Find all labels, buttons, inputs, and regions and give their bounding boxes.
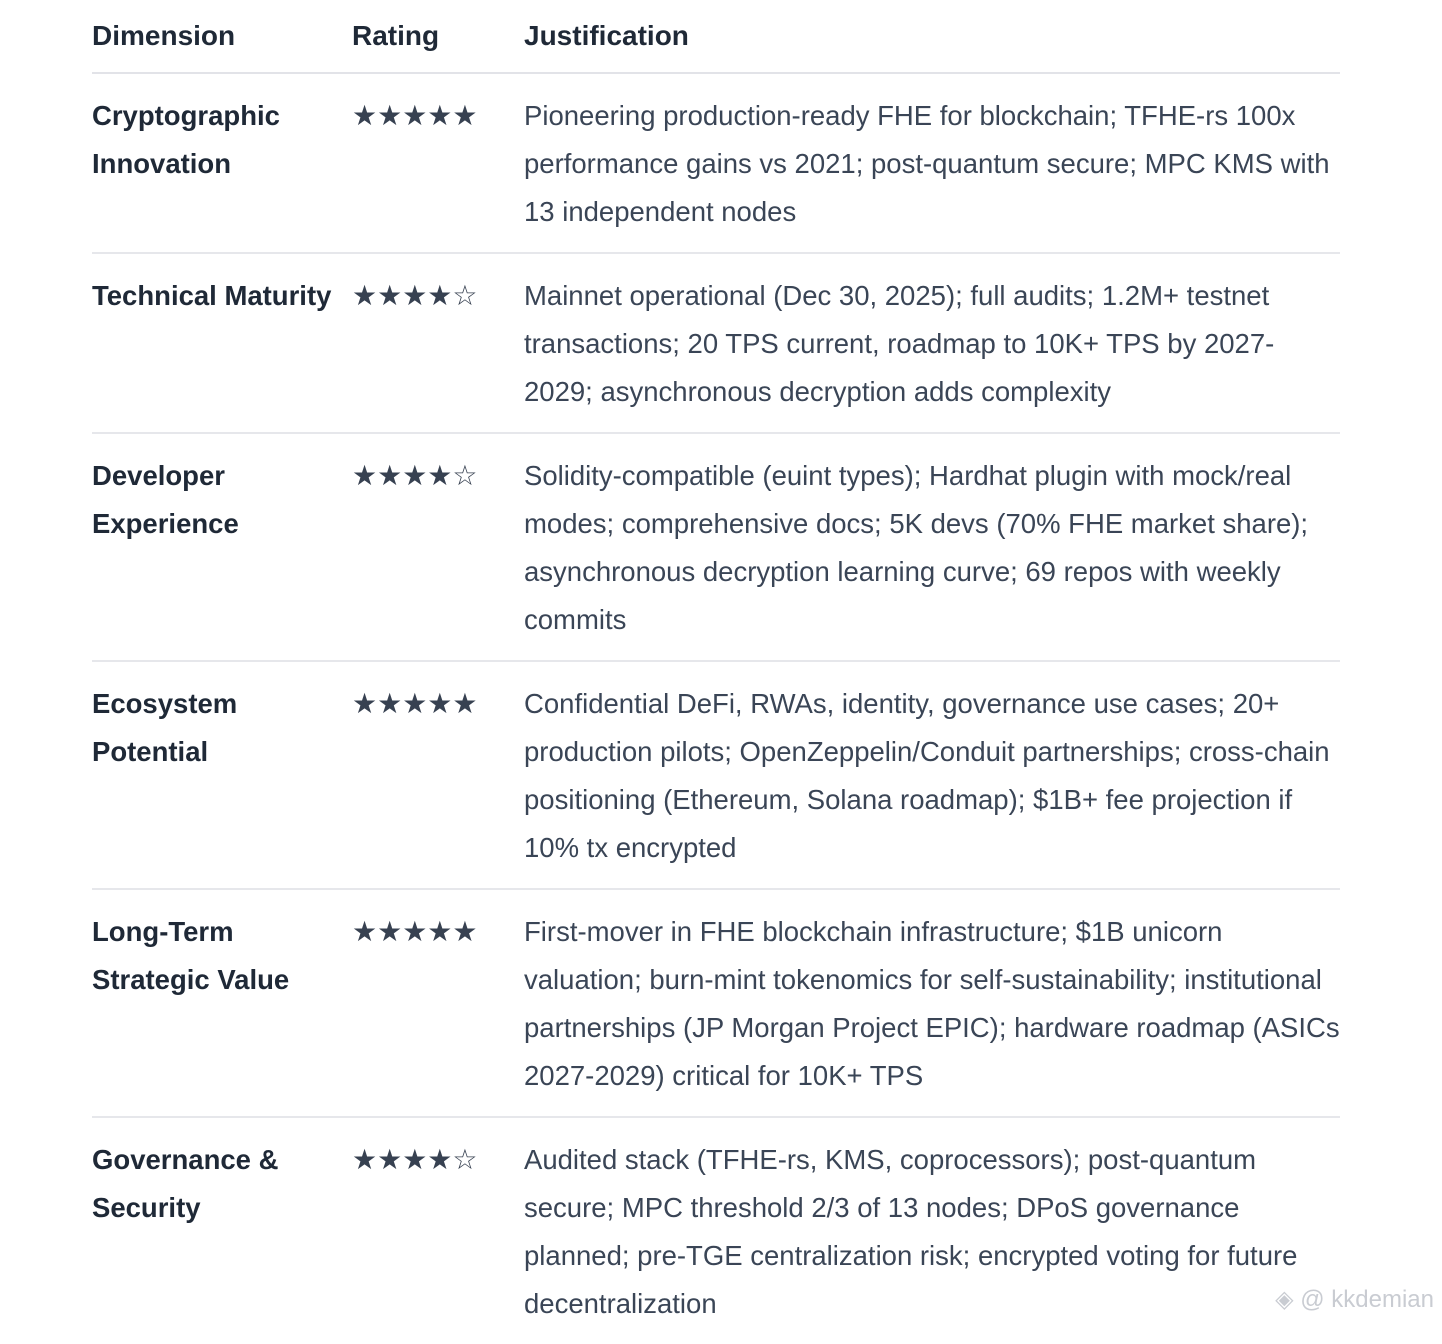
star-rating-icon: ★★★★★ (352, 99, 478, 132)
logo-icon: ◈ (1275, 1286, 1294, 1313)
dimension-cell: Developer Experience (92, 433, 352, 662)
star-rating-icon: ★★★★☆ (352, 459, 478, 492)
rating-cell: ★★★★☆ (352, 253, 524, 434)
table-row: Developer Experience ★★★★☆ Solidity-comp… (92, 433, 1340, 662)
table-row: Cryptographic Innovation ★★★★★ Pioneerin… (92, 73, 1340, 254)
header-justification: Justification (524, 0, 1340, 74)
justification-cell: Mainnet operational (Dec 30, 2025); full… (524, 253, 1340, 434)
rating-cell: ★★★★☆ (352, 1117, 524, 1344)
table-row: Technical Maturity ★★★★☆ Mainnet operati… (92, 253, 1340, 434)
dimension-cell: Ecosystem Potential (92, 661, 352, 890)
table-row: Ecosystem Potential ★★★★★ Confidential D… (92, 661, 1340, 890)
table-row: Governance & Security ★★★★☆ Audited stac… (92, 1117, 1340, 1344)
rating-cell: ★★★★★ (352, 661, 524, 890)
header-rating: Rating (352, 0, 524, 74)
rating-cell: ★★★★☆ (352, 433, 524, 662)
rating-cell: ★★★★★ (352, 889, 524, 1118)
table-row: Long-Term Strategic Value ★★★★★ First-mo… (92, 889, 1340, 1118)
justification-cell: Pioneering production-ready FHE for bloc… (524, 73, 1340, 254)
star-rating-icon: ★★★★★ (352, 687, 478, 720)
rating-cell: ★★★★★ (352, 73, 524, 254)
justification-cell: Confidential DeFi, RWAs, identity, gover… (524, 661, 1340, 890)
dimension-cell: Governance & Security (92, 1144, 279, 1223)
star-rating-icon: ★★★★☆ (352, 1143, 478, 1176)
table-header-row: Dimension Rating Justification (92, 0, 1340, 74)
star-rating-icon: ★★★★★ (352, 915, 478, 948)
header-dimension: Dimension (92, 0, 352, 74)
justification-cell: First-mover in FHE blockchain infrastruc… (524, 889, 1340, 1118)
dimension-cell: Technical Maturity (92, 253, 352, 434)
justification-cell: Solidity-compatible (euint types); Hardh… (524, 433, 1340, 662)
rating-table: Dimension Rating Justification Cryptogra… (92, 0, 1340, 1344)
watermark: ◈ @ kkdemian (1275, 1286, 1434, 1313)
dimension-cell: Long-Term Strategic Value (92, 889, 352, 1118)
star-rating-icon: ★★★★☆ (352, 279, 478, 312)
dimension-cell: Cryptographic Innovation (92, 73, 352, 254)
justification-cell: Audited stack (TFHE-rs, KMS, coprocessor… (524, 1144, 1298, 1319)
